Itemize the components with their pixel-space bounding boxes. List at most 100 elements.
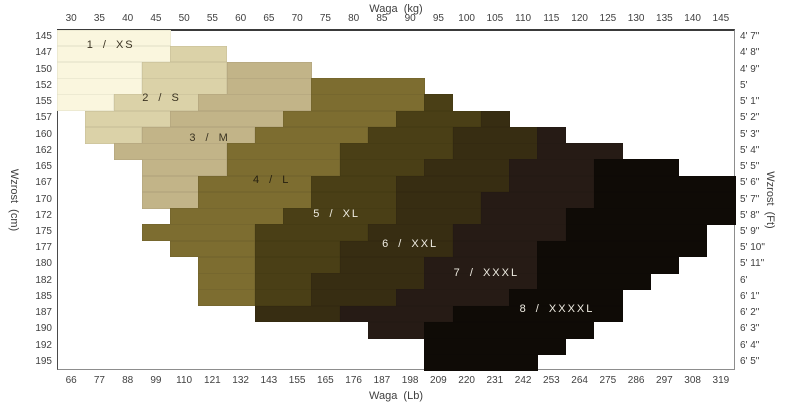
size-region-label: 8 / XXXXL bbox=[519, 303, 595, 316]
size-region bbox=[396, 175, 510, 193]
bottom-axis-tick-label: 77 bbox=[93, 375, 105, 386]
left-axis-tick-label: 157 bbox=[35, 112, 52, 124]
size-region bbox=[254, 126, 369, 144]
top-axis-tick-label: 65 bbox=[263, 13, 275, 24]
size-region bbox=[141, 224, 256, 242]
size-region bbox=[141, 126, 256, 144]
top-axis-tick-label: 115 bbox=[543, 13, 560, 24]
size-region bbox=[113, 143, 227, 160]
top-axis-tick-label: 110 bbox=[515, 13, 532, 24]
left-axis-tick-label: 155 bbox=[35, 96, 52, 108]
bottom-axis-tick-label: 275 bbox=[599, 375, 617, 386]
size-region bbox=[57, 94, 114, 112]
size-region bbox=[254, 273, 312, 290]
bottom-axis-tick-label: 297 bbox=[656, 375, 673, 386]
size-region-label: 7 / XXXL bbox=[453, 266, 520, 279]
left-axis-tick-label: 172 bbox=[35, 209, 52, 221]
left-axis-tick-label: 182 bbox=[35, 274, 52, 286]
top-axis-tick-label: 70 bbox=[291, 13, 303, 24]
left-axis-tick-label: 175 bbox=[35, 225, 52, 237]
size-region bbox=[339, 305, 453, 323]
bottom-axis-title: Waga (Lb) bbox=[368, 390, 424, 402]
size-region bbox=[283, 208, 397, 225]
size-region-label: 2 / S bbox=[142, 92, 181, 104]
size-region bbox=[396, 191, 482, 209]
bottom-axis-tick-label: 198 bbox=[401, 375, 419, 386]
top-axis-tick-label: 40 bbox=[122, 13, 134, 24]
size-region bbox=[424, 256, 538, 274]
size-region bbox=[311, 191, 397, 209]
bottom-axis-tick-label: 66 bbox=[65, 375, 77, 386]
size-region bbox=[254, 256, 340, 274]
size-region bbox=[339, 143, 453, 160]
size-region bbox=[311, 78, 425, 95]
top-axis-tick-label: 35 bbox=[93, 13, 105, 24]
size-region bbox=[141, 78, 227, 95]
size-region bbox=[283, 110, 397, 128]
top-axis-tick-label: 60 bbox=[235, 13, 247, 24]
size-region bbox=[226, 143, 340, 160]
top-axis-tick-label: 45 bbox=[150, 13, 162, 24]
size-region bbox=[170, 110, 284, 128]
right-axis-tick-label: 6' 5" bbox=[740, 355, 760, 367]
size-region bbox=[367, 321, 425, 339]
right-axis-tick-label: 6' 4" bbox=[740, 339, 760, 351]
size-region bbox=[593, 175, 736, 193]
bottom-axis-tick-label: 286 bbox=[627, 375, 645, 386]
right-axis-tick-label: 4' 8" bbox=[740, 47, 760, 59]
size-region bbox=[424, 94, 453, 112]
top-axis-tick-label: 125 bbox=[599, 13, 617, 24]
right-axis-tick-label: 4' 9" bbox=[740, 63, 760, 75]
size-region bbox=[170, 45, 227, 63]
bottom-axis-tick-label: 231 bbox=[486, 375, 504, 386]
right-axis-tick-label: 6' 3" bbox=[740, 323, 760, 335]
size-region bbox=[537, 126, 566, 144]
left-axis-tick-label: 160 bbox=[35, 128, 52, 140]
right-axis-tick-label: 5' bbox=[740, 79, 748, 91]
size-region bbox=[424, 273, 538, 290]
size-region bbox=[254, 289, 312, 307]
size-region bbox=[452, 126, 538, 144]
size-region bbox=[198, 273, 256, 290]
size-region-label: 5 / XL bbox=[313, 208, 361, 221]
left-axis-tick-label: 195 bbox=[35, 355, 52, 367]
top-axis-tick-label: 50 bbox=[178, 13, 190, 24]
left-axis-tick-label: 192 bbox=[35, 339, 52, 351]
top-axis-tick-label: 120 bbox=[571, 13, 588, 24]
bottom-axis-tick-label: 253 bbox=[543, 375, 560, 386]
size-region bbox=[198, 289, 256, 307]
size-region bbox=[226, 61, 312, 79]
top-axis-tick-label: 105 bbox=[486, 13, 504, 24]
size-region bbox=[537, 256, 679, 274]
top-axis-tick-label: 145 bbox=[712, 13, 730, 24]
left-axis-tick-label: 177 bbox=[35, 242, 52, 254]
size-region bbox=[113, 94, 199, 112]
top-axis-tick-label: 135 bbox=[656, 13, 673, 24]
size-region-label: 3 / M bbox=[189, 131, 230, 144]
size-region bbox=[480, 110, 510, 128]
size-region bbox=[198, 191, 312, 209]
size-region bbox=[57, 78, 143, 95]
top-axis-tick-label: 90 bbox=[404, 13, 416, 24]
bottom-axis-tick-label: 99 bbox=[150, 375, 162, 386]
size-region bbox=[565, 224, 708, 242]
left-axis-tick-label: 165 bbox=[35, 161, 52, 173]
top-axis-tick-label: 75 bbox=[319, 13, 331, 24]
bottom-axis-tick-label: 155 bbox=[288, 375, 306, 386]
size-region bbox=[452, 305, 623, 323]
size-region bbox=[339, 159, 425, 177]
size-region bbox=[57, 29, 171, 47]
size-region bbox=[311, 273, 425, 290]
top-axis-tick-label: 55 bbox=[206, 13, 218, 24]
size-region bbox=[480, 208, 566, 225]
right-axis-tick-label: 5' 2" bbox=[740, 112, 760, 124]
size-region bbox=[480, 191, 595, 209]
size-region bbox=[509, 289, 623, 307]
size-region bbox=[593, 159, 679, 177]
top-axis-tick-label: 30 bbox=[65, 13, 77, 24]
bottom-axis-tick-label: 242 bbox=[514, 375, 532, 386]
right-axis-tick-label: 6' bbox=[740, 274, 748, 286]
size-region bbox=[198, 94, 312, 112]
size-region bbox=[565, 208, 736, 225]
